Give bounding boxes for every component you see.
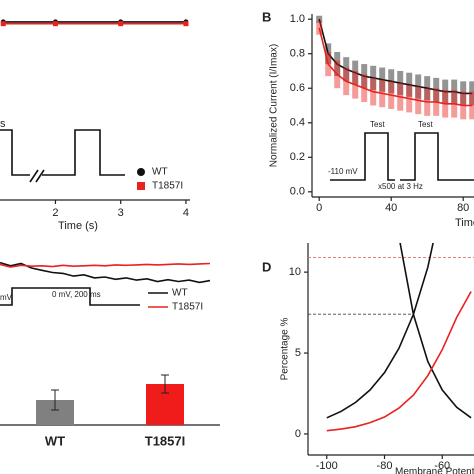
x-axis-label: Time (s) xyxy=(58,220,98,232)
error-bar xyxy=(161,374,169,394)
marker xyxy=(118,21,124,27)
y-tick-label: 10 xyxy=(289,266,301,278)
y-tick-label: 0 xyxy=(295,428,301,440)
series-line xyxy=(326,291,472,432)
series-line xyxy=(0,261,211,284)
x-tick-label: 4 xyxy=(183,207,189,219)
y-tick-label: 0.8 xyxy=(290,48,305,60)
protocol-c xyxy=(0,287,140,306)
protocol-text: Test xyxy=(370,120,385,129)
x-tick-label: -80 xyxy=(377,460,393,472)
x-tick-label: -100 xyxy=(316,460,338,472)
legend-label: WT xyxy=(152,167,168,178)
series-line xyxy=(0,262,211,268)
protocol-text: -110 mV xyxy=(328,167,358,176)
error-bar xyxy=(51,389,59,411)
plot-area xyxy=(308,243,474,432)
protocol-a xyxy=(0,129,125,176)
y-axis-label: Normalized Current (I/Imax) xyxy=(269,44,280,167)
x-axis-label: Membrane Potential (mV) xyxy=(395,467,474,474)
category-label: T1857I xyxy=(145,433,185,448)
y-tick-label: 5 xyxy=(295,347,301,359)
x-axis-label: Time (s) xyxy=(455,217,474,229)
axis-break xyxy=(29,169,45,183)
protocol-text: x500 at 3 Hz xyxy=(378,182,423,191)
protocol-text: Test xyxy=(418,120,433,129)
x-tick-label: 2 xyxy=(52,207,58,219)
legend-marker xyxy=(137,168,145,176)
x-tick-label: 80 xyxy=(457,202,469,214)
protocol-text: 0 mV, 200 ms xyxy=(52,290,101,299)
x-tick-label: 3 xyxy=(118,207,124,219)
y-axis-label: Percentage % xyxy=(280,317,291,380)
y-tick-label: 0.4 xyxy=(290,117,305,129)
panel-label: B xyxy=(262,9,271,24)
y-tick-label: 0.2 xyxy=(290,151,305,163)
marker xyxy=(52,21,58,27)
legend-label: T1857I xyxy=(172,302,203,313)
y-tick-label: 1.0 xyxy=(290,13,305,25)
panel-label: D xyxy=(262,259,271,274)
x-tick-label: -60 xyxy=(434,460,450,472)
legend-label: WT xyxy=(172,288,188,299)
series-line xyxy=(318,18,473,95)
category-label: WT xyxy=(45,433,65,448)
protocol-b xyxy=(330,132,474,181)
y-tick-label: 0.0 xyxy=(290,186,305,198)
marker xyxy=(0,21,6,27)
protocol-label: s xyxy=(0,118,6,130)
series-line xyxy=(399,243,472,419)
series-line xyxy=(318,27,473,107)
series-line xyxy=(326,243,434,419)
y-tick-label: 0.6 xyxy=(290,82,305,94)
legend-label: T1857I xyxy=(152,181,183,192)
x-tick-label: 0 xyxy=(316,202,322,214)
x-tick-label: 40 xyxy=(385,202,397,214)
protocol-text: mV xyxy=(0,293,13,302)
marker xyxy=(183,21,189,27)
legend-marker xyxy=(137,182,145,190)
